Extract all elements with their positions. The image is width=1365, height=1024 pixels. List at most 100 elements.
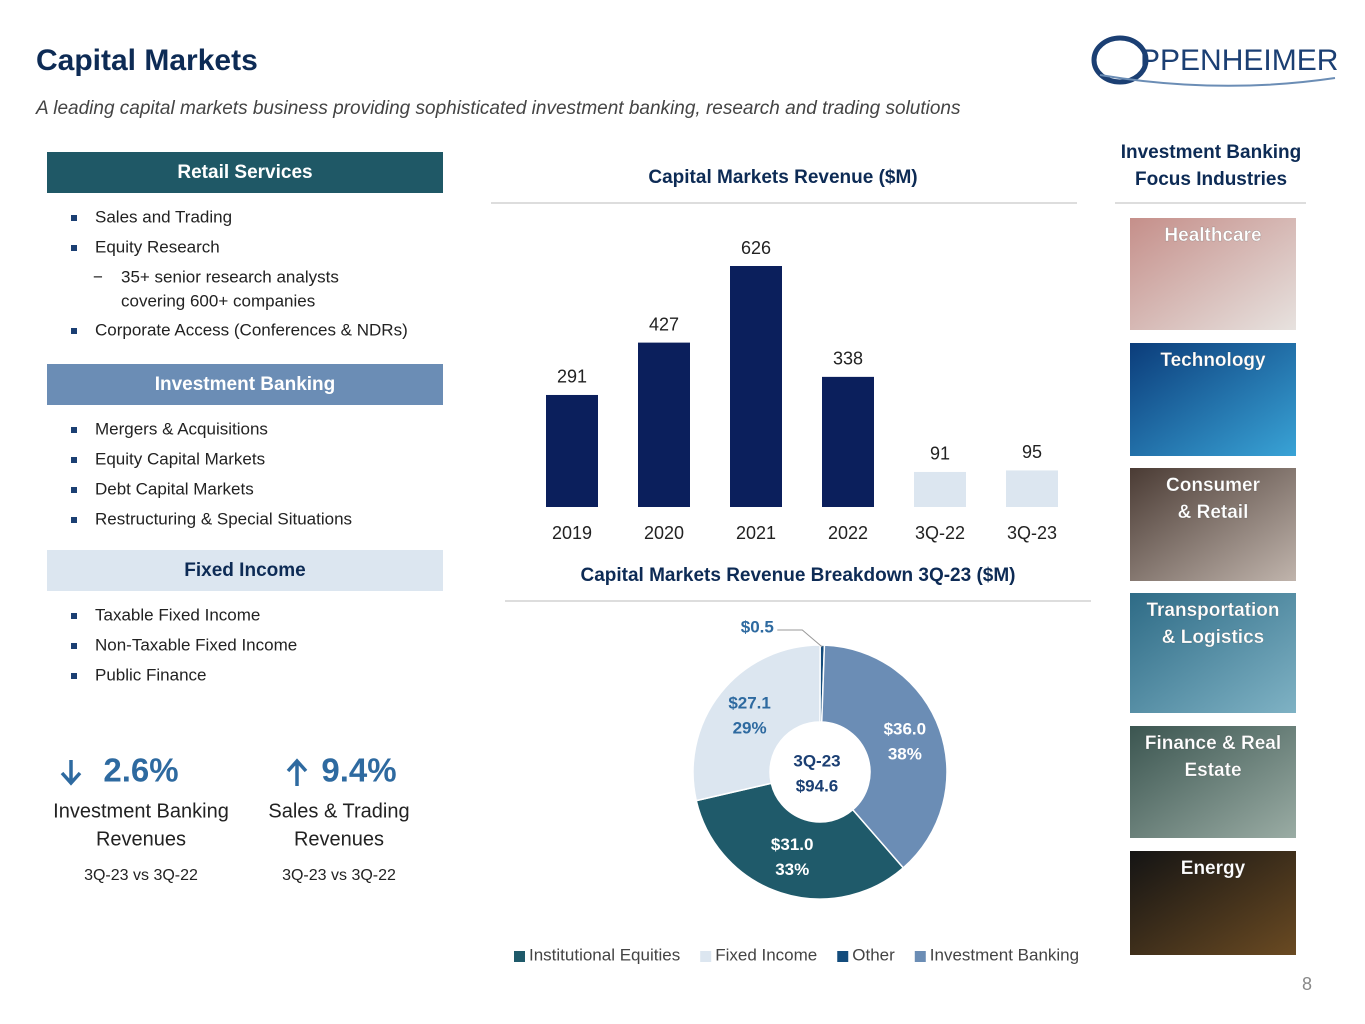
legend-label: Institutional Equities [529,945,680,964]
bullet [71,613,77,619]
arrow-up [286,758,308,786]
bullet-text: Public Finance [95,665,207,684]
legend-label: Fixed Income [715,945,817,964]
bullet-text: Equity Research [95,237,220,256]
data-label: 95 [1022,442,1042,462]
donut-slice [820,644,948,869]
industry-label: Estate [1184,760,1241,781]
industry-label: Consumer [1166,475,1261,496]
logo: PPENHEIMER [1140,44,1338,77]
x-tick-label: 2020 [644,523,684,543]
bullet [71,517,77,523]
logo-mark [1091,35,1149,85]
x-tick-label: 3Q-22 [915,523,965,543]
kpi-label: Investment Banking [53,800,229,822]
chart-title: Capital Markets Revenue ($M) [648,167,917,188]
section-header [47,364,443,405]
bar [638,342,690,507]
bullet-text: Mergers & Acquisitions [95,419,268,438]
industry-label: Technology [1160,350,1266,371]
bar [1006,470,1058,507]
x-tick-label: 2021 [736,523,776,543]
kpi-value: 9.4% [321,752,396,789]
bullet-text: Debt Capital Markets [95,479,254,498]
leader-line [777,629,823,648]
industry-label: Transportation [1146,600,1279,621]
legend-label: Other [852,945,895,964]
data-label: 338 [833,349,863,369]
percent-label: 29% [733,718,767,737]
logo-swoosh [1099,74,1336,87]
bullet-text: Restructuring & Special Situations [95,509,352,528]
industry-tile [1130,851,1296,955]
bar-chart: Capital Markets Revenue ($M) 291 2019 427 20… [491,167,1077,543]
kpi-label: Revenues [96,828,186,850]
bullet-text: Equity Capital Markets [95,449,265,468]
bullet-text: Taxable Fixed Income [95,605,260,624]
legend-swatch [514,951,525,962]
bar [914,471,966,507]
bullet-text: Corporate Access (Conferences & NDRs) [95,320,408,339]
bullet [71,457,77,463]
legend-swatch [700,951,712,962]
data-label: $27.1 [728,693,771,712]
data-label: 291 [557,367,587,387]
bullet-text: Sales and Trading [95,207,232,226]
percent-label: 33% [775,860,809,879]
section-title: Fixed Income [184,560,305,581]
section-title: Investment Banking [155,374,336,395]
industry-tile [1130,726,1296,838]
bullet [71,328,77,334]
data-label: 427 [649,314,679,334]
industry-label: Energy [1181,858,1246,879]
left-panel: Retail Services Sales and Trading Equity R… [47,152,443,884]
kpi-label: Revenues [294,828,384,850]
percent-label: 38% [888,744,922,763]
industry-tile [1130,593,1296,713]
legend-swatch [837,951,849,962]
kpi-period: 3Q-23 vs 3Q-22 [282,867,396,884]
kpi-period: 3Q-23 vs 3Q-22 [84,867,198,884]
title: Capital Markets [36,44,258,77]
sub-bullet-text: 35+ senior research analysts [121,267,339,286]
right-panel: Investment Banking Focus Industries Health… [1115,142,1306,955]
industries-title: Investment Banking [1121,142,1302,163]
x-tick-label: 3Q-23 [1007,523,1057,543]
bar [822,376,874,507]
industry-label: Healthcare [1164,225,1261,246]
data-label: 91 [930,444,950,464]
bullet [71,487,77,493]
legend-swatch [914,951,926,962]
data-label: $0.5 [741,618,774,637]
pie-chart: Capital Markets Revenue Breakdown 3Q-23 … [505,565,1091,964]
bar [730,266,782,507]
x-tick-label: 2022 [828,523,868,543]
data-label: $31.0 [771,835,814,854]
bullet [71,427,77,433]
industry-tile [1130,468,1296,581]
industry-tile [1130,218,1296,330]
page-number: 8 [1302,974,1312,994]
data-label: 626 [741,238,771,258]
industry-label: & Retail [1178,502,1249,523]
industry-label: Finance & Real [1145,733,1281,754]
bullet-text: Non-Taxable Fixed Income [95,635,297,654]
x-tick-label: 2019 [552,523,592,543]
section-header [47,550,443,591]
chart-title: Capital Markets Revenue Breakdown 3Q-23 … [580,565,1015,586]
bullet [71,215,77,221]
section-title: Retail Services [177,162,312,183]
donut-slice [692,644,821,802]
dash: − [93,267,103,286]
industry-tile [1130,343,1296,456]
kpi-value: 2.6% [103,752,178,789]
bullet [71,673,77,679]
bar [546,394,598,507]
center-label: $94.6 [796,776,839,795]
industry-label: & Logistics [1162,627,1264,648]
legend-label: Investment Banking [930,945,1079,964]
kpi-label: Sales & Trading [268,800,409,822]
data-label: $36.0 [884,719,927,738]
section-header [47,152,443,193]
